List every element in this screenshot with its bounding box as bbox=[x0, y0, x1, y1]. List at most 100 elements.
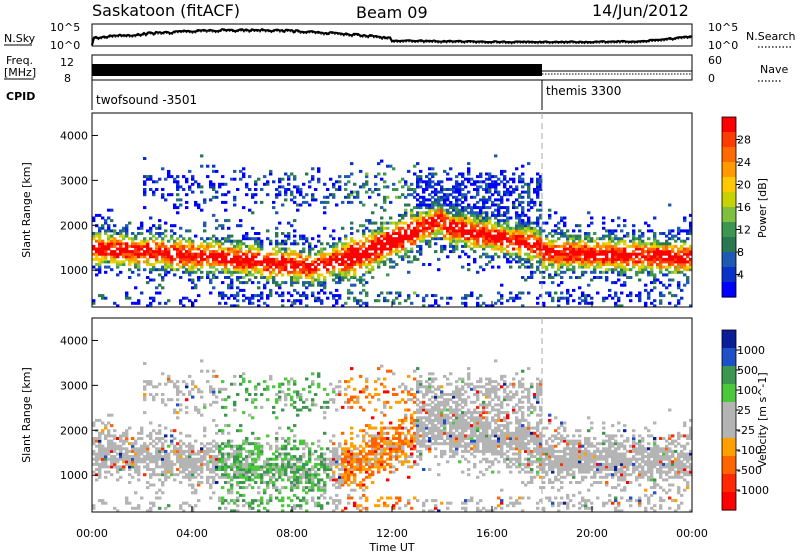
power-cell bbox=[521, 235, 524, 238]
power-cell bbox=[503, 232, 506, 235]
velocity-cell bbox=[167, 476, 170, 479]
power-cell bbox=[662, 245, 665, 248]
velocity-cell bbox=[338, 442, 341, 445]
power-cell bbox=[665, 253, 668, 256]
velocity-cell bbox=[344, 481, 347, 484]
power-cell bbox=[575, 237, 578, 240]
power-cell bbox=[380, 160, 383, 163]
power-cell bbox=[260, 188, 263, 191]
colorbar-swatch bbox=[722, 117, 736, 133]
noise-panel: N.Sky 10^5 10^0 10^5 10^0 N.Search bbox=[4, 21, 796, 52]
power-cell bbox=[578, 255, 581, 258]
velocity-cell bbox=[212, 388, 215, 391]
power-cell bbox=[164, 273, 167, 276]
power-cell bbox=[254, 201, 257, 204]
power-cell bbox=[398, 227, 401, 230]
power-cell bbox=[104, 229, 107, 232]
power-cell bbox=[533, 204, 536, 207]
power-cell bbox=[443, 219, 446, 222]
power-cell bbox=[164, 263, 167, 266]
velocity-cell bbox=[101, 455, 104, 458]
velocity-cell bbox=[269, 476, 272, 479]
velocity-cell bbox=[311, 403, 314, 406]
power-cell bbox=[248, 271, 251, 274]
power-cell bbox=[554, 250, 557, 253]
power-cell bbox=[278, 178, 281, 181]
power-cell bbox=[500, 297, 503, 300]
power-cell bbox=[305, 258, 308, 261]
power-cell bbox=[314, 271, 317, 274]
power-cell bbox=[251, 196, 254, 199]
velocity-cell bbox=[116, 468, 119, 471]
velocity-cell bbox=[158, 478, 161, 481]
power-cell bbox=[563, 224, 566, 227]
velocity-cell bbox=[305, 398, 308, 401]
power-cell bbox=[506, 206, 509, 209]
power-cell bbox=[563, 250, 566, 253]
power-cell bbox=[623, 224, 626, 227]
power-cell bbox=[506, 211, 509, 214]
velocity-cell bbox=[296, 414, 299, 417]
power-cell bbox=[143, 157, 146, 160]
power-cell bbox=[515, 242, 518, 245]
power-cell bbox=[401, 248, 404, 251]
power-cell bbox=[104, 297, 107, 300]
power-cell bbox=[203, 240, 206, 243]
velocity-cell bbox=[173, 437, 176, 440]
velocity-cell bbox=[98, 442, 101, 445]
power-cell bbox=[227, 237, 230, 240]
power-cell bbox=[533, 255, 536, 258]
velocity-cell bbox=[215, 375, 218, 378]
power-cell bbox=[422, 227, 425, 230]
power-cell bbox=[407, 227, 410, 230]
velocity-cell bbox=[278, 396, 281, 399]
power-cell bbox=[257, 248, 260, 251]
power-cell bbox=[107, 253, 110, 256]
power-cell bbox=[434, 299, 437, 302]
power-cell bbox=[599, 248, 602, 251]
power-cell bbox=[167, 266, 170, 269]
power-cell bbox=[467, 219, 470, 222]
power-cell bbox=[362, 183, 365, 186]
power-cell bbox=[446, 193, 449, 196]
power-cell bbox=[527, 224, 530, 227]
power-cell bbox=[407, 260, 410, 263]
power-cell bbox=[572, 242, 575, 245]
velocity-cell bbox=[206, 370, 209, 373]
power-cell bbox=[323, 206, 326, 209]
power-cell bbox=[395, 245, 398, 248]
power-cell bbox=[524, 214, 527, 217]
power-cell bbox=[428, 204, 431, 207]
power-cell bbox=[185, 178, 188, 181]
power-cell bbox=[146, 253, 149, 256]
power-cell bbox=[206, 165, 209, 168]
power-cell bbox=[449, 211, 452, 214]
velocity-cell bbox=[176, 460, 179, 463]
power-cell bbox=[671, 235, 674, 238]
power-cell bbox=[602, 258, 605, 261]
velocity-cell bbox=[158, 447, 161, 450]
velocity-cell bbox=[347, 401, 350, 404]
velocity-cell bbox=[272, 406, 275, 409]
power-cell bbox=[347, 245, 350, 248]
power-cell bbox=[650, 263, 653, 266]
power-cell bbox=[383, 235, 386, 238]
velocity-cell bbox=[134, 468, 137, 471]
power-cell bbox=[392, 167, 395, 170]
velocity-cell bbox=[146, 450, 149, 453]
power-cell bbox=[176, 206, 179, 209]
power-cell bbox=[275, 263, 278, 266]
velocity-cell bbox=[227, 455, 230, 458]
power-cell bbox=[419, 250, 422, 253]
velocity-cell bbox=[275, 393, 278, 396]
velocity-cell bbox=[269, 375, 272, 378]
power-cell bbox=[275, 253, 278, 256]
power-cell bbox=[266, 193, 269, 196]
power-cell bbox=[491, 258, 494, 261]
power-cell bbox=[440, 198, 443, 201]
velocity-cell bbox=[143, 460, 146, 463]
velocity-cell bbox=[311, 489, 314, 492]
velocity-cell bbox=[188, 463, 191, 466]
power-cell bbox=[296, 191, 299, 194]
velocity-cell bbox=[284, 378, 287, 381]
